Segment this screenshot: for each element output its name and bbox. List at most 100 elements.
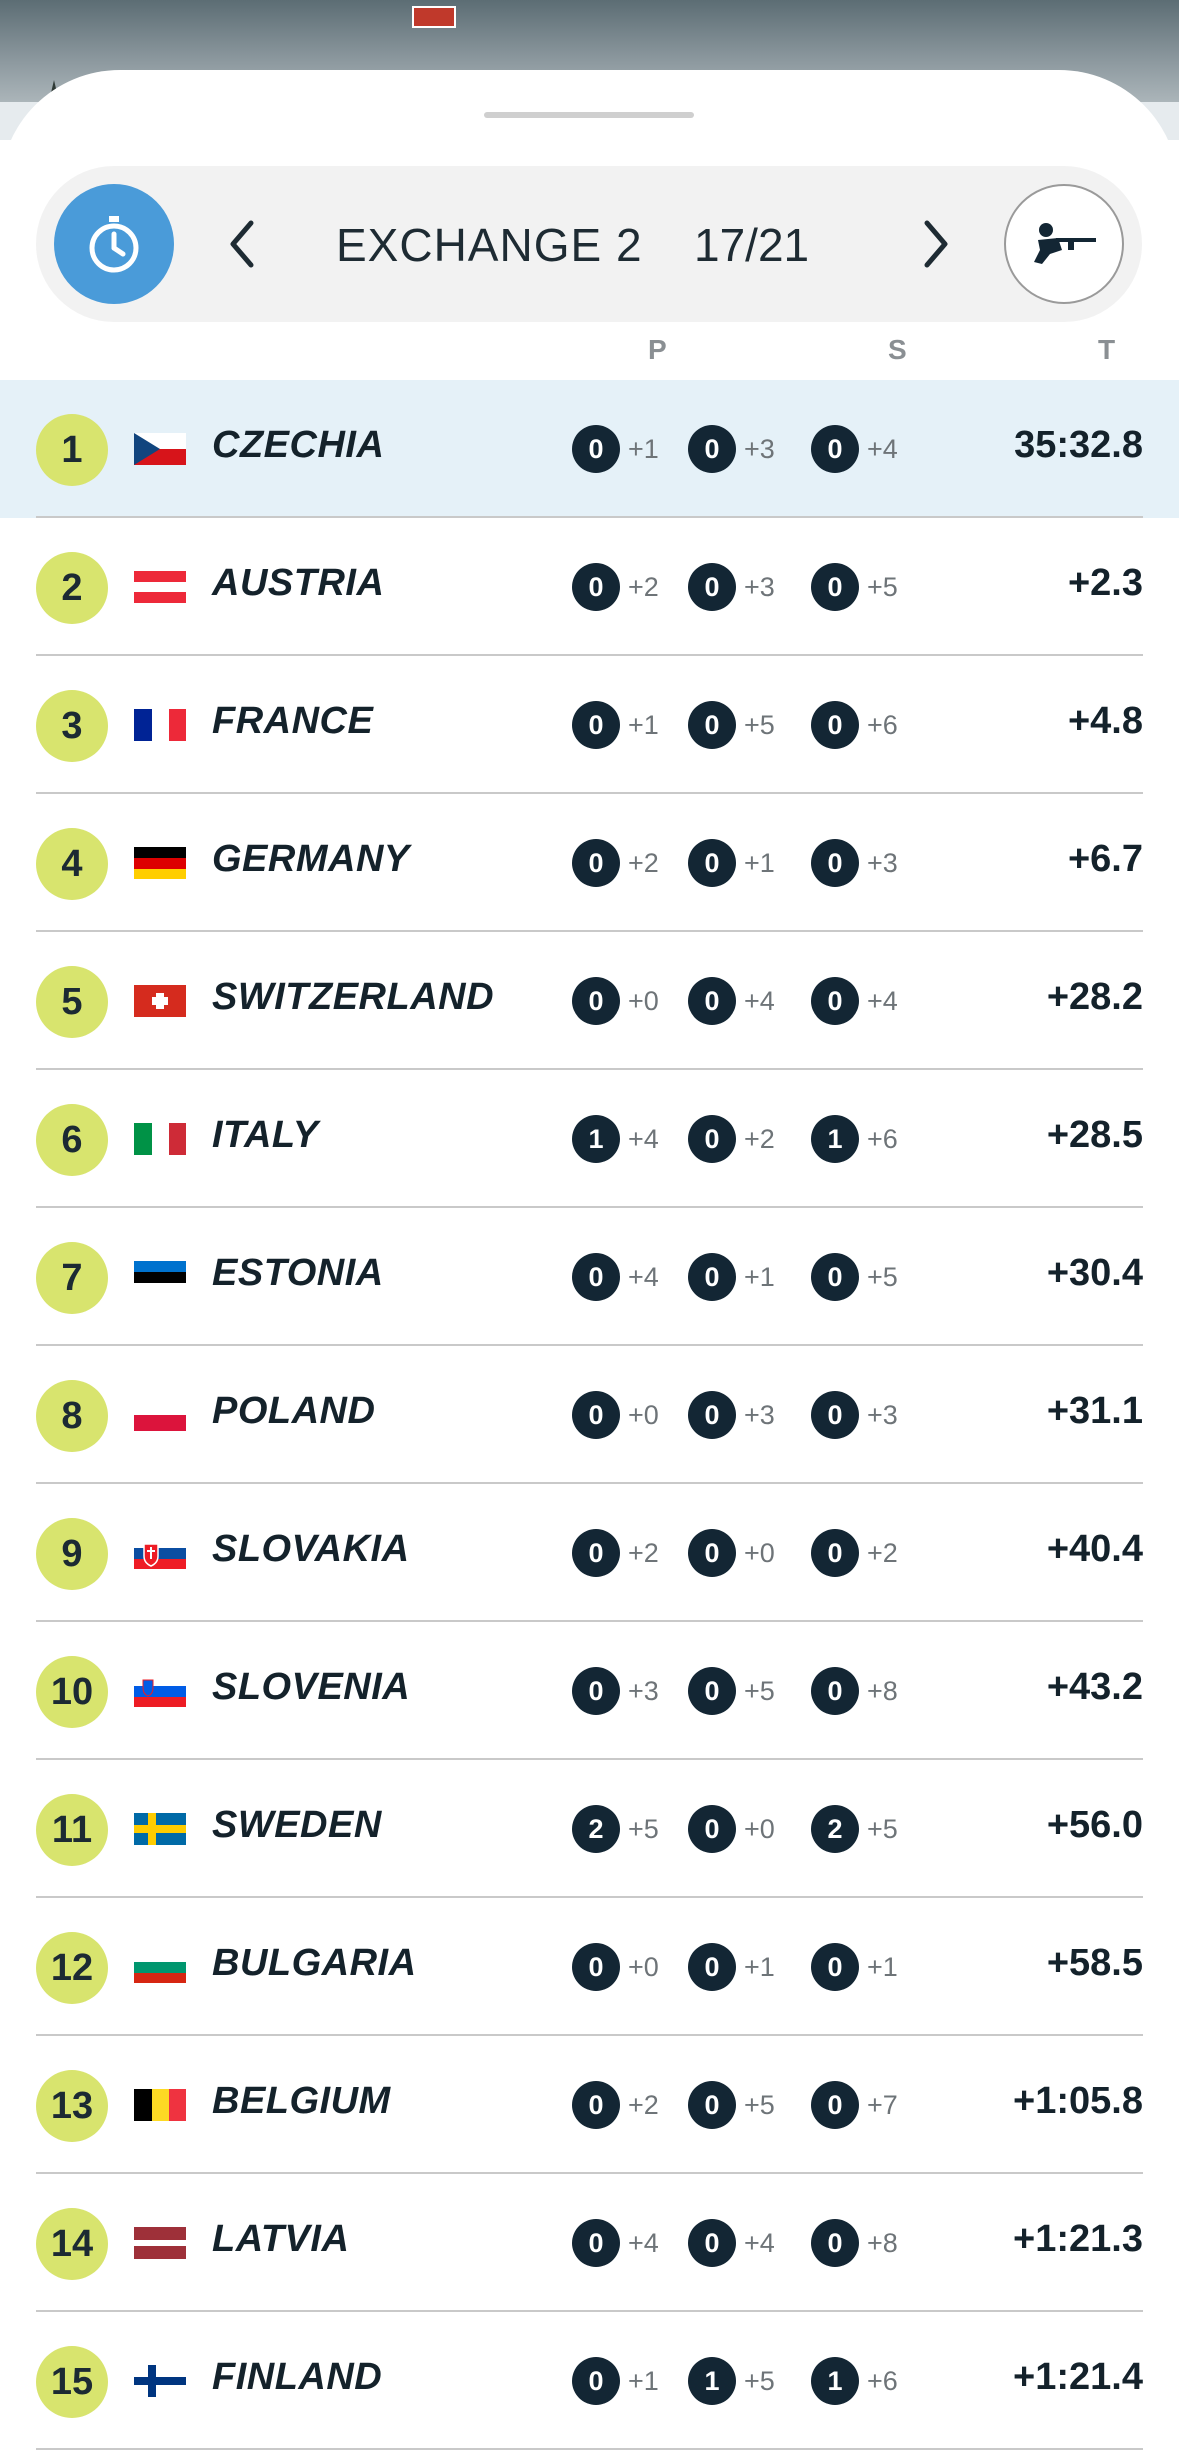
penalty-count: 0 (688, 2219, 736, 2267)
sheet-drag-handle[interactable] (484, 112, 694, 118)
spare-rounds: +1 (744, 847, 775, 878)
exchange-title: EXCHANGE 2 (336, 219, 643, 271)
penalty-count: 0 (688, 701, 736, 749)
row-divider (36, 1482, 1143, 1484)
shooting-stage-3: 0 +4 (811, 424, 898, 474)
time-result: 35:32.8 (1014, 424, 1143, 466)
team-row[interactable]: 3 FRANCE 0 +1 0 +5 0 +6 +4.8 (0, 656, 1179, 794)
team-row[interactable]: 13 BELGIUM 0 +2 0 +5 0 +7 +1:05.8 (0, 2036, 1179, 2174)
shooting-stage-3: 0 +8 (811, 1666, 898, 1716)
spare-rounds: +1 (628, 2365, 659, 2396)
spare-rounds: +3 (628, 1675, 659, 1706)
rank-badge: 4 (36, 828, 108, 900)
time-result: +1:21.4 (1013, 2356, 1143, 2398)
penalty-count: 0 (688, 1943, 736, 1991)
shooting-stage-2: 0 +5 (688, 700, 775, 750)
spare-rounds: +3 (867, 847, 898, 878)
team-row[interactable]: 1 CZECHIA 0 +1 0 +3 0 +4 35:32.8 (0, 380, 1179, 518)
shooting-stage-2: 0 +3 (688, 562, 775, 612)
team-row[interactable]: 8 POLAND 0 +0 0 +3 0 +3 +31.1 (0, 1346, 1179, 1484)
time-result: +56.0 (1046, 1804, 1143, 1846)
team-row[interactable]: 9 SLOVAKIA 0 +2 0 +0 0 +2 +40.4 (0, 1484, 1179, 1622)
penalty-count: 0 (572, 701, 620, 749)
column-header-prone: P (648, 334, 667, 365)
team-row[interactable]: 2 AUSTRIA 0 +2 0 +3 0 +5 +2.3 (0, 518, 1179, 656)
penalty-count: 0 (572, 2081, 620, 2129)
estonia-flag-icon (134, 1261, 186, 1293)
time-result: +28.2 (1046, 976, 1143, 1018)
time-result: +43.2 (1046, 1666, 1143, 1708)
austria-flag-icon (134, 571, 186, 603)
spare-rounds: +1 (628, 709, 659, 740)
spare-rounds: +2 (628, 571, 659, 602)
spare-rounds: +1 (628, 433, 659, 464)
team-row[interactable]: 15 FINLAND 0 +1 1 +5 1 +6 +1:21.4 (0, 2312, 1179, 2450)
country-name: SLOVAKIA (212, 1528, 410, 1570)
prev-exchange-button[interactable] (212, 210, 272, 278)
team-row[interactable]: 14 LATVIA 0 +4 0 +4 0 +8 +1:21.3 (0, 2174, 1179, 2312)
penalty-count: 0 (811, 701, 859, 749)
team-row[interactable]: 12 BULGARIA 0 +0 0 +1 0 +1 +58.5 (0, 1898, 1179, 2036)
shooting-stage-2: 0 +5 (688, 2080, 775, 2130)
penalty-count: 0 (572, 1529, 620, 1577)
penalty-count: 0 (688, 1253, 736, 1301)
penalty-count: 0 (811, 1253, 859, 1301)
rank-badge: 2 (36, 552, 108, 624)
time-result: +30.4 (1046, 1252, 1143, 1294)
spare-rounds: +0 (744, 1813, 775, 1844)
switzerland-flag-icon (134, 985, 186, 1017)
shooting-view-button[interactable] (1004, 184, 1124, 304)
row-divider (36, 1620, 1143, 1622)
team-row[interactable]: 6 ITALY 1 +4 0 +2 1 +6 +28.5 (0, 1070, 1179, 1208)
country-name: FRANCE (212, 700, 374, 742)
country-name: ITALY (212, 1114, 319, 1156)
penalty-count: 0 (811, 1391, 859, 1439)
shooting-stage-3: 0 +4 (811, 976, 898, 1026)
spare-rounds: +2 (628, 1537, 659, 1568)
time-result: +40.4 (1046, 1528, 1143, 1570)
shooting-stage-2: 0 +1 (688, 838, 775, 888)
shooting-stage-1: 0 +1 (572, 424, 659, 474)
spare-rounds: +7 (867, 2089, 898, 2120)
time-result: +2.3 (1067, 562, 1143, 604)
spare-rounds: +5 (744, 2365, 775, 2396)
spare-rounds: +5 (867, 571, 898, 602)
shooting-stage-1: 0 +4 (572, 2218, 659, 2268)
rank-badge: 10 (36, 1656, 108, 1728)
team-row[interactable]: 11 SWEDEN 2 +5 0 +0 2 +5 +56.0 (0, 1760, 1179, 1898)
stopwatch-button[interactable] (54, 184, 174, 304)
spare-rounds: +4 (867, 985, 898, 1016)
team-row[interactable]: 10 SLOVENIA 0 +3 0 +5 0 +8 +43.2 (0, 1622, 1179, 1760)
shooting-stage-2: 0 +5 (688, 1666, 775, 1716)
shooting-stage-3: 0 +3 (811, 1390, 898, 1440)
team-row[interactable]: 7 ESTONIA 0 +4 0 +1 0 +5 +30.4 (0, 1208, 1179, 1346)
spare-rounds: +2 (628, 847, 659, 878)
team-row[interactable]: 4 GERMANY 0 +2 0 +1 0 +3 +6.7 (0, 794, 1179, 932)
time-result: +1:21.3 (1013, 2218, 1143, 2260)
shooting-stage-1: 0 +1 (572, 2356, 659, 2406)
penalty-count: 1 (811, 1115, 859, 1163)
rank-badge: 12 (36, 1932, 108, 2004)
penalty-count: 0 (688, 1667, 736, 1715)
team-row[interactable]: 5 SWITZERLAND 0 +0 0 +4 0 +4 +28.2 (0, 932, 1179, 1070)
shooting-stage-1: 0 +2 (572, 1528, 659, 1578)
penalty-count: 0 (572, 563, 620, 611)
germany-flag-icon (134, 847, 186, 879)
shooting-stage-1: 0 +4 (572, 1252, 659, 1302)
shooting-stage-1: 0 +0 (572, 1390, 659, 1440)
shooting-stage-1: 0 +1 (572, 700, 659, 750)
penalty-count: 0 (811, 2219, 859, 2267)
rank-badge: 8 (36, 1380, 108, 1452)
rank-badge: 7 (36, 1242, 108, 1314)
penalty-count: 0 (688, 1391, 736, 1439)
chevron-left-icon (230, 220, 254, 268)
czechia-flag-icon (134, 433, 186, 465)
latvia-flag-icon (134, 2227, 186, 2259)
row-divider (36, 1206, 1143, 1208)
slovenia-flag-icon (134, 1675, 186, 1707)
shooting-stage-3: 1 +6 (811, 1114, 898, 1164)
country-name: BELGIUM (212, 2080, 391, 2122)
country-name: POLAND (212, 1390, 376, 1432)
spare-rounds: +2 (628, 2089, 659, 2120)
next-exchange-button[interactable] (906, 210, 966, 278)
